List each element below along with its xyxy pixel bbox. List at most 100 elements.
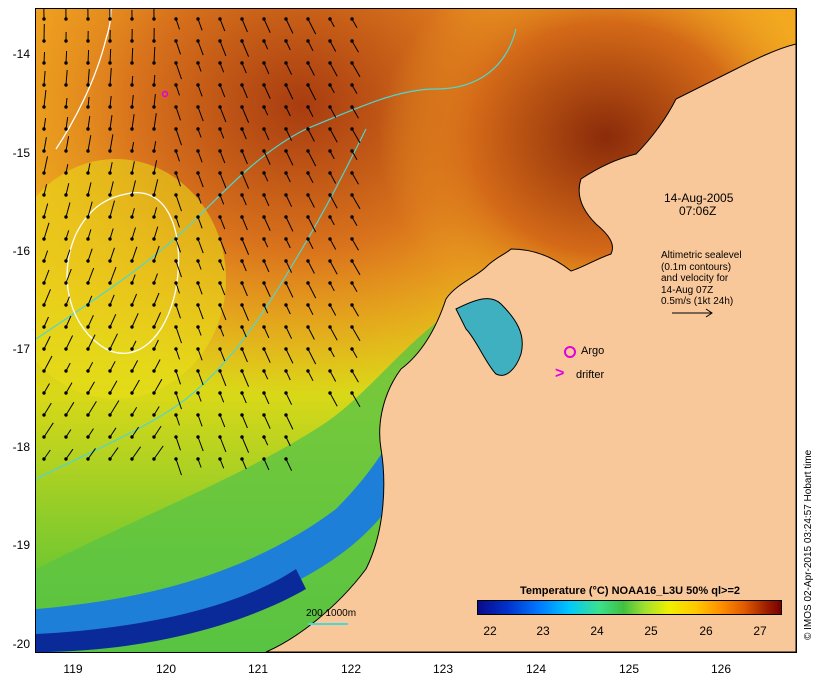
velocity-arrow-origin <box>108 127 112 131</box>
velocity-arrow-origin <box>152 391 156 395</box>
velocity-arrow <box>307 260 315 274</box>
velocity-arrow-origin <box>196 215 200 219</box>
velocity-arrow <box>351 326 361 342</box>
velocity-arrow <box>175 150 180 162</box>
velocity-arrow-origin <box>86 171 90 175</box>
velocity-arrow <box>197 414 203 427</box>
velocity-arrow <box>329 172 337 184</box>
velocity-arrow-origin <box>42 193 46 197</box>
velocity-arrow-origin <box>42 171 46 175</box>
velocity-arrow-origin <box>262 259 266 263</box>
velocity-arrow <box>109 333 118 350</box>
velocity-arrow <box>329 62 338 77</box>
velocity-arrow-origin <box>218 61 222 65</box>
velocity-arrow-origin <box>284 105 288 109</box>
x-tick-label: 119 <box>63 662 83 676</box>
velocity-arrow <box>153 312 162 328</box>
velocity-arrow-origin <box>306 149 310 153</box>
velocity-arrow <box>109 68 112 86</box>
velocity-arrow <box>43 269 50 284</box>
velocity-arrow-origin <box>86 61 90 65</box>
velocity-arrow-origin <box>196 171 200 175</box>
velocity-arrow <box>219 106 227 123</box>
velocity-arrow-origin <box>108 259 112 263</box>
velocity-arrow <box>329 304 337 316</box>
velocity-arrow-origin <box>240 17 244 21</box>
velocity-arrow-origin <box>108 171 112 175</box>
temperature-colorbar <box>477 600 782 615</box>
velocity-arrow <box>43 51 45 64</box>
velocity-arrow-origin <box>284 127 288 131</box>
velocity-arrow <box>87 69 90 86</box>
velocity-arrow <box>241 216 248 231</box>
y-tick-label: -14 <box>12 47 30 61</box>
velocity-arrow-origin <box>306 171 310 175</box>
colorbar-label: 27 <box>753 624 767 638</box>
velocity-arrow-origin <box>108 215 112 219</box>
velocity-arrow <box>131 114 135 130</box>
velocity-arrow-origin <box>174 17 178 21</box>
velocity-arrow-origin <box>152 105 156 109</box>
velocity-arrow <box>241 194 247 206</box>
x-tick-label: 122 <box>340 662 362 676</box>
velocity-arrow-origin <box>42 17 46 21</box>
y-tick-label: -19 <box>12 538 30 552</box>
velocity-arrow-origin <box>328 39 332 43</box>
velocity-arrow-origin <box>130 61 134 65</box>
velocity-arrow <box>43 137 47 152</box>
velocity-arrow-origin <box>130 149 134 153</box>
velocity-arrow-origin <box>42 303 46 307</box>
velocity-arrow <box>307 304 314 316</box>
velocity-arrow <box>197 216 203 229</box>
velocity-arrow <box>109 115 113 130</box>
velocity-arrow-origin <box>108 149 112 153</box>
velocity-arrow-origin <box>218 171 222 175</box>
velocity-arrow <box>219 414 226 428</box>
velocity-arrow <box>197 172 204 188</box>
velocity-arrow-origin <box>328 83 332 87</box>
velocity-arrow-origin <box>86 17 90 21</box>
velocity-arrow-origin <box>108 347 112 351</box>
velocity-arrow <box>43 118 47 130</box>
velocity-arrow-origin <box>262 61 266 65</box>
velocity-arrow <box>109 200 115 218</box>
velocity-arrow-origin <box>328 127 332 131</box>
velocity-arrow-origin <box>328 391 332 395</box>
velocity-arrow-origin <box>108 435 112 439</box>
velocity-arrow <box>307 106 314 118</box>
velocity-arrow-origin <box>196 281 200 285</box>
velocity-arrow <box>175 18 180 30</box>
velocity-arrow-origin <box>240 281 244 285</box>
velocity-arrow-origin <box>218 413 222 417</box>
velocity-arrow-origin <box>218 347 222 351</box>
velocity-arrow-origin <box>262 325 266 329</box>
velocity-arrow <box>241 436 250 453</box>
velocity-arrow-origin <box>174 457 178 461</box>
x-tick-label: 120 <box>155 662 177 676</box>
y-tick-label: -16 <box>12 244 30 258</box>
colorbar-title: Temperature (°C) NOAA16_L3U 50% ql>=2 <box>520 585 740 597</box>
velocity-arrow <box>197 304 204 320</box>
velocity-arrow-origin <box>328 149 332 153</box>
velocity-arrow <box>307 128 315 142</box>
velocity-arrow-origin <box>64 127 68 131</box>
velocity-arrow <box>153 46 156 64</box>
velocity-arrow-origin <box>174 325 178 329</box>
velocity-arrow-origin <box>196 325 200 329</box>
velocity-arrow-origin <box>174 171 178 175</box>
velocity-arrow-origin <box>262 39 266 43</box>
velocity-arrow-origin <box>130 215 134 219</box>
velocity-arrow <box>109 134 114 152</box>
velocity-arrow <box>43 156 48 174</box>
nearshore-cold-band <box>36 429 416 652</box>
velocity-arrow-origin <box>174 435 178 439</box>
velocity-arrow-origin <box>196 39 200 43</box>
velocity-arrow-origin <box>328 193 332 197</box>
velocity-arrow-origin <box>196 413 200 417</box>
velocity-arrow <box>87 381 95 394</box>
velocity-arrow-origin <box>108 413 112 417</box>
velocity-arrow-origin <box>42 39 46 43</box>
velocity-arrow <box>351 370 359 383</box>
velocity-arrow <box>43 336 51 350</box>
velocity-arrow-origin <box>284 435 288 439</box>
